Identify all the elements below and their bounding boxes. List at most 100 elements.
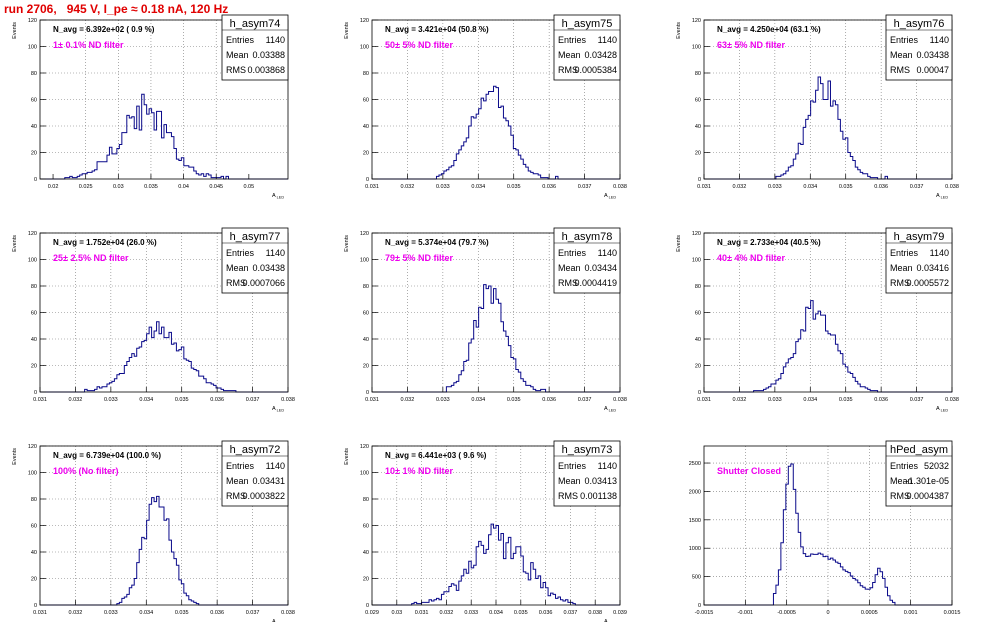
x-tick-label: 0.038 <box>281 397 295 403</box>
filter-note: 63± 5% ND filter <box>717 40 785 50</box>
y-tick-label: 60 <box>31 98 37 104</box>
y-tick-label: 40 <box>695 124 701 130</box>
stats-label: Entries <box>226 35 255 45</box>
x-tick-label: 0.034 <box>803 184 817 190</box>
x-tick-label: 0.037 <box>246 397 260 403</box>
x-tick-label: 0.037 <box>578 397 592 403</box>
x-tick-label: 0.035 <box>839 397 853 403</box>
navg-label: N_avg = 1.752e+04 (26.0 %) <box>53 238 157 247</box>
x-tick-label: 0.0005 <box>861 610 878 616</box>
y-tick-label: 60 <box>695 311 701 317</box>
stats-title: h_asym78 <box>562 231 613 243</box>
stats-label: Entries <box>226 461 255 471</box>
y-tick-label: 120 <box>360 444 369 450</box>
stats-label: Mean <box>890 476 913 486</box>
stats-label: RMS <box>226 65 246 75</box>
filter-note: 50± 5% ND filter <box>385 40 453 50</box>
x-axis-title: ALED <box>604 406 616 413</box>
x-axis-title: ALED <box>604 193 616 200</box>
x-tick-label: 0.039 <box>613 610 627 616</box>
panel-h_asym77: 0.031 0.032 0.033 0.034 0.035 0.036 0.037 0.038… <box>12 227 295 413</box>
stats-label: Entries <box>558 35 587 45</box>
x-tick-label: 0.032 <box>69 610 83 616</box>
panel-h_asym76: 0.031 0.032 0.033 0.034 0.035 0.036 0.037 0.038… <box>676 14 959 200</box>
y-tick-label: 100 <box>28 258 37 264</box>
histogram-line <box>40 321 288 393</box>
x-tick-label: 0.037 <box>910 184 924 190</box>
stats-value: 1140 <box>930 35 949 45</box>
y-tick-label: 0 <box>698 390 701 396</box>
stats-value: -1.301e-05 <box>905 476 949 486</box>
y-axis-title: Events <box>12 448 18 465</box>
x-tick-label: 0.037 <box>910 397 924 403</box>
stats-value: 1140 <box>598 248 617 258</box>
panel-h_asym74: 0.02 0.025 0.03 0.035 0.04 0.045 0.05 0 20 40 60 80… <box>12 14 289 200</box>
x-tick-label: 0.031 <box>697 184 711 190</box>
panel-h_asym72: 0.031 0.032 0.033 0.034 0.035 0.036 0.037 0.038… <box>12 440 295 622</box>
x-tick-label: 0.037 <box>578 184 592 190</box>
stats-title: h_asym73 <box>562 444 613 456</box>
stats-value: 0.003868 <box>247 65 285 75</box>
stats-title: h_asym77 <box>230 231 281 243</box>
stats-value: 1140 <box>266 461 285 471</box>
y-tick-label: 0 <box>34 603 37 609</box>
x-tick-label: 0.035 <box>175 397 189 403</box>
x-tick-label: 0.038 <box>281 610 295 616</box>
stats-value: 1140 <box>266 35 285 45</box>
x-tick-label: 0.038 <box>613 184 627 190</box>
stats-value: 0.0005572 <box>906 278 949 288</box>
panel-h_asym79: 0.031 0.032 0.033 0.034 0.035 0.036 0.037 0.038… <box>676 227 959 413</box>
y-tick-label: 120 <box>692 231 701 237</box>
x-tick-label: 0.031 <box>33 610 47 616</box>
y-tick-label: 500 <box>692 575 701 581</box>
stats-value: 0.0005384 <box>574 65 617 75</box>
stats-label: RMS <box>890 278 910 288</box>
y-tick-label: 40 <box>695 337 701 343</box>
stats-label: RMS <box>558 491 578 501</box>
stats-value: 1140 <box>266 248 285 258</box>
stats-title: h_asym75 <box>562 18 613 30</box>
filter-note: 79± 5% ND filter <box>385 253 453 263</box>
x-tick-label: 0.035 <box>507 184 521 190</box>
x-tick-label: 0.036 <box>210 610 224 616</box>
stats-value: 1140 <box>598 35 617 45</box>
y-axis-title: Events <box>676 22 682 39</box>
y-tick-label: 100 <box>360 471 369 477</box>
x-tick-label: 0.037 <box>246 610 260 616</box>
y-tick-label: 120 <box>28 18 37 24</box>
x-tick-label: 0.036 <box>874 184 888 190</box>
y-tick-label: 80 <box>31 284 37 290</box>
y-tick-label: 20 <box>31 577 37 583</box>
y-tick-label: 120 <box>360 231 369 237</box>
x-tick-label: 0.025 <box>79 184 93 190</box>
x-tick-label: 0.031 <box>415 610 429 616</box>
y-tick-label: 100 <box>28 471 37 477</box>
stats-value: 1140 <box>930 248 949 258</box>
x-tick-label: 0.031 <box>365 397 379 403</box>
y-tick-label: 1500 <box>689 518 701 524</box>
x-tick-label: 0.035 <box>175 610 189 616</box>
y-tick-label: 1000 <box>689 546 701 552</box>
x-tick-label: 0.034 <box>139 397 153 403</box>
y-axis-title: Events <box>344 235 350 252</box>
stats-title: hPed_asym <box>890 444 948 456</box>
y-tick-label: 120 <box>692 18 701 24</box>
y-tick-label: 40 <box>363 550 369 556</box>
x-axis-title: ALED <box>936 406 948 413</box>
y-axis-title: Events <box>344 22 350 39</box>
x-tick-label: 0.03 <box>391 610 402 616</box>
stats-value: 0.03416 <box>916 263 949 273</box>
stats-box <box>221 14 289 81</box>
x-tick-label: -0.0005 <box>777 610 796 616</box>
stats-value: 0.03388 <box>252 50 285 60</box>
stats-label: Mean <box>226 50 249 60</box>
y-axis-title: Events <box>12 22 18 39</box>
x-tick-label: 0.038 <box>613 397 627 403</box>
x-axis-title: ALED <box>272 406 284 413</box>
x-tick-label: 0.0015 <box>944 610 961 616</box>
x-tick-label: 0.031 <box>33 397 47 403</box>
x-tick-label: 0.034 <box>489 610 503 616</box>
y-tick-label: 20 <box>695 364 701 370</box>
stats-label: Entries <box>890 461 919 471</box>
